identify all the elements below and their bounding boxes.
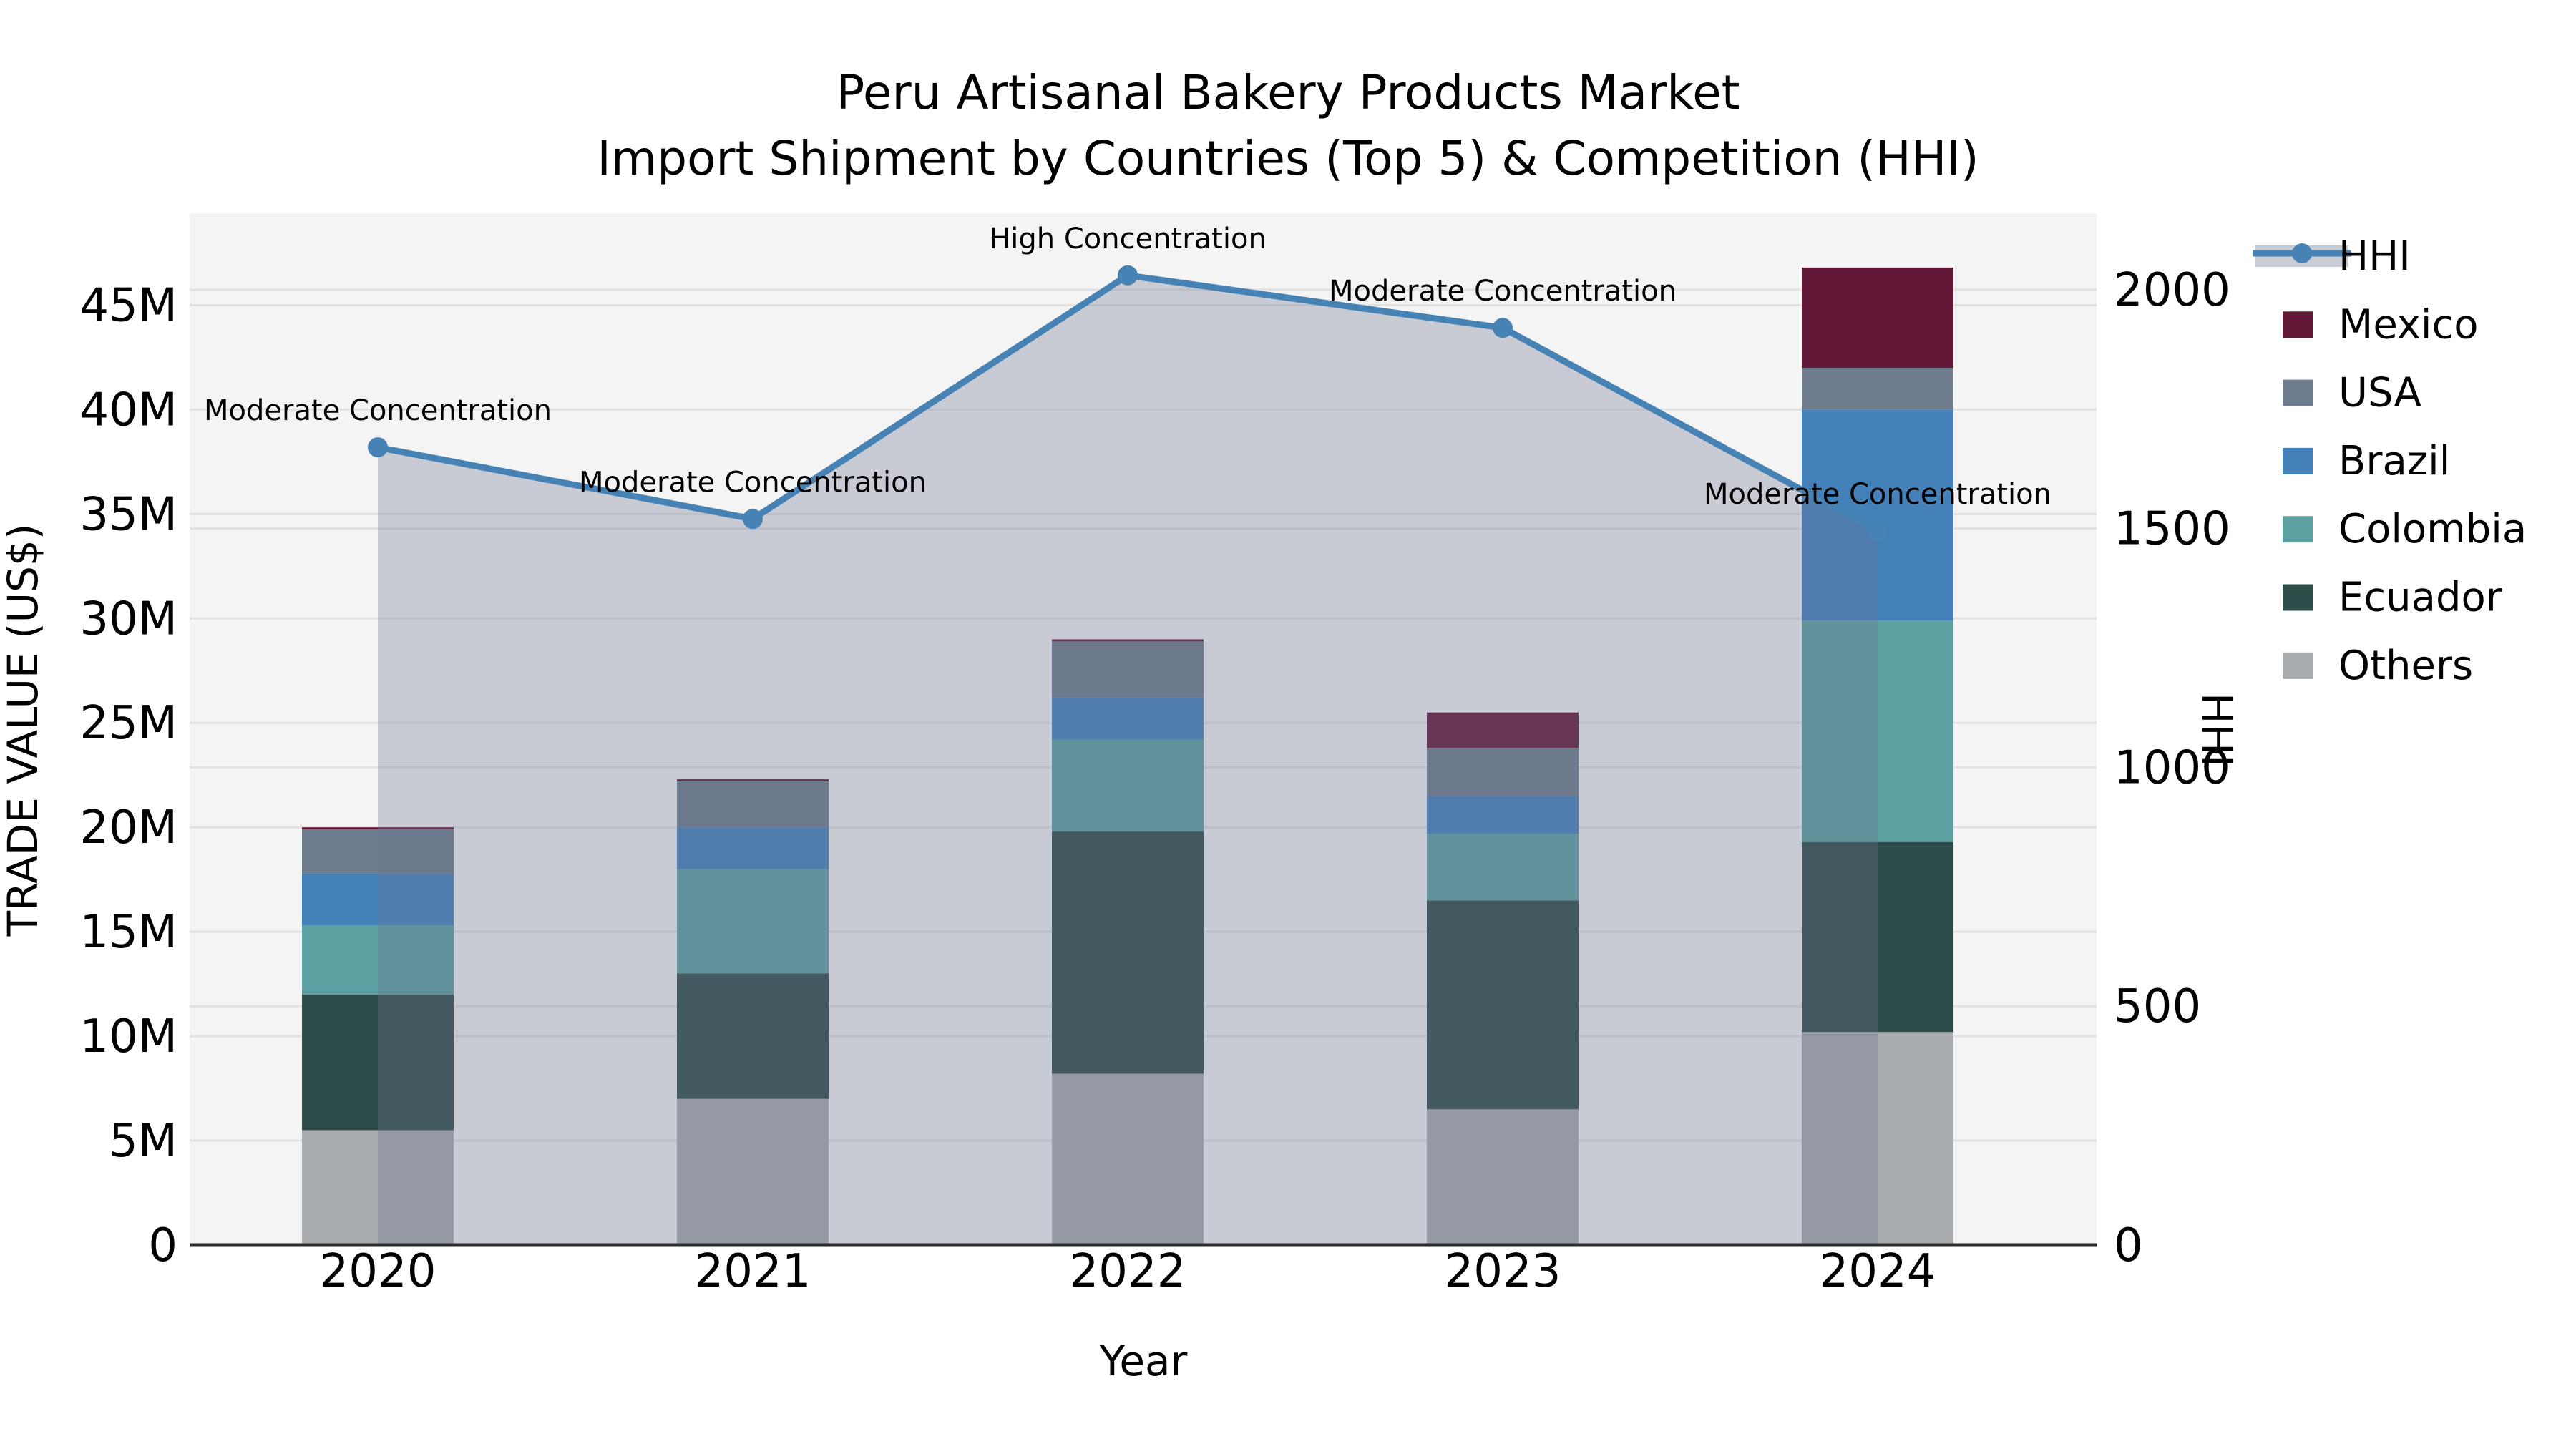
- hhi-area-fill: [378, 275, 1878, 1245]
- hhi-marker-2020: [368, 437, 388, 458]
- legend-color-swatch-brazil: [2283, 447, 2313, 474]
- legend: HHI Mexico USA Brazil Colombia Ecuador Others: [2253, 233, 2527, 689]
- hhi-marker-2021: [743, 509, 763, 530]
- y-right-tick-0: 0: [2114, 1219, 2143, 1272]
- bar-segment-ecuador-2022: [1052, 831, 1204, 1074]
- bar-segment-colombia-2021: [677, 869, 829, 974]
- bar-segment-brazil-2020: [302, 873, 454, 926]
- legend-label-colombia: Colombia: [2338, 506, 2527, 552]
- y-left-tick-5M: 5M: [109, 1115, 177, 1168]
- bar-segment-others-2023: [1427, 1109, 1579, 1245]
- bar-segment-others-2024: [1802, 1032, 1953, 1245]
- chart-title-line1: Peru Artisanal Bakery Products Market: [836, 65, 1740, 120]
- y-left-axis-title: TRADE VALUE (US$): [0, 524, 47, 937]
- bar-segment-mexico-2024: [1802, 267, 1953, 369]
- bar-segment-usa-2020: [302, 829, 454, 874]
- bar-segment-mexico-2022: [1052, 639, 1204, 642]
- legend-item-others: Others: [2283, 643, 2473, 689]
- bar-segment-mexico-2021: [677, 779, 829, 781]
- bar-segment-mexico-2023: [1427, 712, 1579, 748]
- legend-color-swatch-usa: [2283, 379, 2313, 406]
- legend-label-ecuador: Ecuador: [2338, 575, 2503, 621]
- bar-segment-others-2020: [302, 1130, 454, 1245]
- bar-segment-colombia-2024: [1802, 620, 1953, 842]
- legend-item-mexico: Mexico: [2283, 301, 2479, 348]
- y-right-tick-1000: 1000: [2114, 741, 2230, 794]
- x-axis-title: Year: [1099, 1337, 1188, 1385]
- legend-label-others: Others: [2338, 643, 2473, 689]
- bar-segment-colombia-2020: [302, 925, 454, 995]
- bar-segment-usa-2021: [677, 781, 829, 828]
- y-left-tick-45M: 45M: [79, 279, 177, 332]
- bar-segment-others-2021: [677, 1098, 829, 1245]
- y-right-tick-1500: 1500: [2114, 503, 2230, 556]
- y-left-tick-40M: 40M: [79, 384, 177, 436]
- y-left-tick-30M: 30M: [79, 592, 177, 645]
- hhi-marker-2023: [1493, 318, 1513, 338]
- annotation-2024: Moderate Concentration: [1704, 478, 2051, 511]
- bar-segment-mexico-2020: [302, 827, 454, 830]
- legend-item-ecuador: Ecuador: [2283, 575, 2503, 621]
- y-left-tick-25M: 25M: [79, 697, 177, 750]
- legend-item-hhi: HHI: [2253, 233, 2411, 280]
- y-right-tick-500: 500: [2114, 980, 2201, 1033]
- bar-segment-others-2022: [1052, 1073, 1204, 1245]
- legend-color-swatch-colombia: [2283, 516, 2313, 543]
- legend-item-colombia: Colombia: [2283, 506, 2527, 552]
- chart-title-line2: Import Shipment by Countries (Top 5) & C…: [597, 131, 1979, 186]
- annotation-2020: Moderate Concentration: [204, 394, 552, 427]
- y-right-axis-title: HHI: [2192, 693, 2241, 767]
- legend-color-swatch-ecuador: [2283, 584, 2313, 611]
- bar-segment-colombia-2023: [1427, 833, 1579, 901]
- bar-segment-ecuador-2024: [1802, 841, 1953, 1033]
- bar-segment-brazil-2022: [1052, 698, 1204, 740]
- y-left-tick-10M: 10M: [79, 1010, 177, 1063]
- legend-label-brazil: Brazil: [2338, 438, 2450, 484]
- y-left-tick-15M: 15M: [79, 906, 177, 959]
- hhi-marker-2024: [1868, 520, 1888, 541]
- legend-item-brazil: Brazil: [2283, 438, 2450, 484]
- legend-hhi-marker-swatch: [2292, 243, 2312, 263]
- bar-segment-usa-2023: [1427, 748, 1579, 796]
- bar-segment-brazil-2021: [677, 827, 829, 869]
- legend-label-hhi: HHI: [2338, 233, 2411, 280]
- x-tick-2020: 2020: [320, 1245, 436, 1298]
- bar-segment-ecuador-2021: [677, 973, 829, 1099]
- annotation-2022: High Concentration: [989, 223, 1267, 255]
- plot-area: Moderate Concentration Moderate Concentra…: [79, 213, 2230, 1298]
- y-left-tick-35M: 35M: [79, 488, 177, 541]
- bar-segment-ecuador-2023: [1427, 900, 1579, 1110]
- bar-segment-usa-2022: [1052, 641, 1204, 698]
- bar-segment-brazil-2023: [1427, 796, 1579, 834]
- x-tick-2021: 2021: [695, 1245, 811, 1298]
- y-right-tick-2000: 2000: [2114, 264, 2230, 317]
- annotation-2023: Moderate Concentration: [1329, 275, 1677, 308]
- legend-label-mexico: Mexico: [2338, 301, 2479, 348]
- legend-color-swatch-mexico: [2283, 311, 2313, 338]
- hhi-marker-2022: [1118, 265, 1138, 286]
- bar-segment-colombia-2022: [1052, 739, 1204, 832]
- y-left-tick-20M: 20M: [79, 801, 177, 854]
- x-tick-2024: 2024: [1820, 1245, 1936, 1298]
- annotation-2021: Moderate Concentration: [579, 466, 927, 499]
- legend-color-swatch-others: [2283, 652, 2313, 679]
- legend-label-usa: USA: [2338, 370, 2421, 416]
- y-left-tick-0: 0: [148, 1219, 177, 1272]
- bar-segment-usa-2024: [1802, 368, 1953, 410]
- x-tick-2022: 2022: [1070, 1245, 1186, 1298]
- legend-item-usa: USA: [2283, 370, 2421, 416]
- bar-segment-brazil-2024: [1802, 409, 1953, 621]
- x-tick-2023: 2023: [1445, 1245, 1561, 1298]
- bar-segment-ecuador-2020: [302, 994, 454, 1131]
